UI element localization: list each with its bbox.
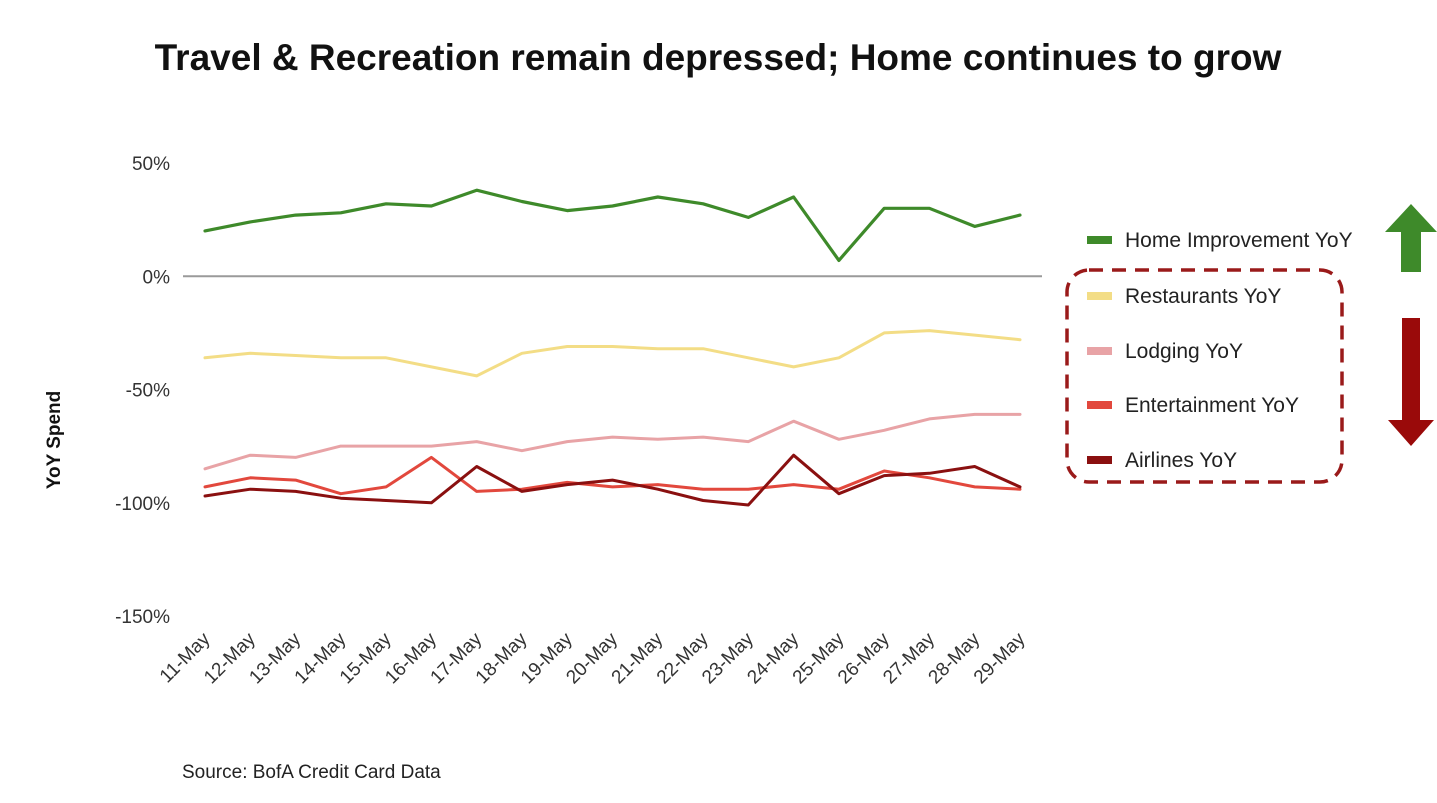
x-axis-ticks: 11-May12-May13-May14-May15-May16-May17-M… [156, 628, 1030, 688]
legend: Home Improvement YoY Restaurants YoY Lodgi… [1087, 229, 1353, 472]
y-tick-label: -100% [115, 494, 170, 515]
dashed-highlight-box [1065, 268, 1344, 484]
y-tick-label: 0% [143, 267, 171, 288]
legend-swatch [1087, 236, 1112, 244]
source-note: Source: BofA Credit Card Data [182, 762, 441, 783]
arrow-up-icon [1385, 204, 1437, 272]
legend-label: Airlines YoY [1125, 449, 1237, 472]
legend-label: Home Improvement YoY [1125, 229, 1353, 252]
series-line-lodging-yoy [203, 412, 1022, 471]
chart-title: Travel & Recreation remain depressed; Ho… [155, 37, 1282, 78]
series-lines [203, 188, 1022, 507]
arrow-down-icon [1388, 318, 1434, 446]
y-tick-label: -50% [126, 381, 170, 402]
series-line-airlines-yoy [203, 453, 1022, 507]
y-tick-label: -150% [115, 607, 170, 628]
series-line-entertainment-yoy [203, 455, 1022, 496]
legend-swatch [1087, 347, 1112, 355]
x-tick-label: 29-May [970, 628, 1030, 688]
series-line-restaurants-yoy [203, 329, 1022, 378]
y-tick-label: 50% [132, 154, 170, 175]
legend-label: Lodging YoY [1125, 340, 1243, 363]
series-line-home-improvement-yoy [203, 188, 1022, 262]
y-axis-ticks: 50% 0% -50% -100% -150% [115, 154, 170, 628]
legend-label: Entertainment YoY [1125, 394, 1299, 417]
legend-label: Restaurants YoY [1125, 285, 1281, 308]
y-axis-label: YoY Spend [44, 391, 65, 490]
legend-swatch [1087, 456, 1112, 464]
legend-swatch [1087, 401, 1112, 409]
legend-swatch [1087, 292, 1112, 300]
